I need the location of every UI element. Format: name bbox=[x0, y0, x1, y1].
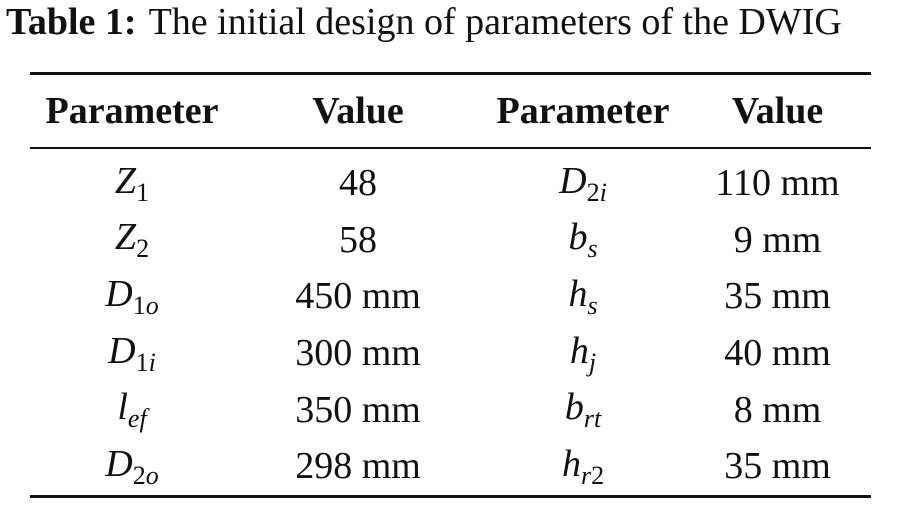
parameter-cell: D2o bbox=[30, 438, 234, 496]
symbol-subscript: s bbox=[587, 290, 598, 320]
value-cell: 40 mm bbox=[724, 332, 831, 375]
symbol-subscript: ef bbox=[127, 404, 147, 434]
table-row: D1i 300 mm hj 40 mm bbox=[30, 325, 871, 382]
table-row: Z1 48 D2i 110 mm bbox=[30, 148, 871, 212]
caption-text: The initial design of parameters of the … bbox=[148, 1, 842, 43]
symbol-subscript: rt bbox=[583, 404, 602, 434]
symbol-base: b bbox=[564, 386, 584, 429]
caption-label: Table 1: bbox=[6, 1, 137, 43]
symbol-base: h bbox=[561, 442, 581, 485]
header-row: Parameter Value Parameter Value bbox=[30, 73, 871, 148]
symbol-subscript: s bbox=[587, 234, 598, 264]
table-header: Parameter Value Parameter Value bbox=[30, 73, 871, 148]
parameter-cell: hr2 bbox=[482, 438, 684, 496]
table-body: Z1 48 D2i 110 mm Z2 58 bs 9 mm D1o 450 mm hs 35 mm D… bbox=[30, 148, 871, 497]
value-cell: 110 mm bbox=[715, 162, 840, 205]
parameter-cell: hj bbox=[482, 325, 684, 382]
header-cell: Value bbox=[731, 90, 824, 132]
parameter-cell: hs bbox=[482, 268, 684, 325]
value-cell: 8 mm bbox=[733, 388, 822, 431]
symbol-subscript: r2 bbox=[580, 460, 605, 490]
value-cell: 58 bbox=[339, 218, 377, 261]
value-cell: 450 mm bbox=[295, 275, 421, 318]
symbol-base: l bbox=[117, 386, 128, 429]
parameter-cell: Z1 bbox=[30, 148, 234, 212]
value-cell: 300 mm bbox=[295, 332, 421, 375]
parameter-cell: D2i bbox=[482, 148, 684, 212]
value-cell: 35 mm bbox=[724, 445, 831, 488]
symbol-subscript: j bbox=[588, 347, 597, 377]
symbol-base: D bbox=[105, 272, 133, 315]
parameter-cell: D1i bbox=[30, 325, 234, 382]
value-cell: 350 mm bbox=[295, 388, 421, 431]
table-row: D2o 298 mm hr2 35 mm bbox=[30, 438, 871, 497]
table-row: Z2 58 bs 9 mm bbox=[30, 212, 871, 269]
parameter-cell: D1o bbox=[30, 268, 234, 325]
symbol-subscript: 2i bbox=[586, 177, 607, 207]
value-cell: 35 mm bbox=[724, 275, 831, 318]
symbol-base: D bbox=[105, 442, 133, 485]
value-cell: 9 mm bbox=[733, 218, 822, 261]
symbol-base: D bbox=[559, 159, 587, 202]
parameter-cell: lef bbox=[30, 381, 234, 438]
parameter-cell: brt bbox=[482, 381, 684, 438]
symbol-base: D bbox=[108, 329, 136, 372]
symbol-subscript: 1o bbox=[132, 290, 159, 320]
table-caption: Table 1: The initial design of parameters… bbox=[6, 0, 842, 44]
header-cell: Parameter bbox=[496, 90, 670, 132]
header-cell: Parameter bbox=[45, 90, 219, 132]
symbol-subscript: 2 bbox=[136, 234, 150, 264]
parameter-cell: Z2 bbox=[30, 212, 234, 269]
symbol-subscript: 2o bbox=[132, 460, 159, 490]
parameter-cell: bs bbox=[482, 212, 684, 269]
value-cell: 48 bbox=[339, 162, 377, 205]
table-row: D1o 450 mm hs 35 mm bbox=[30, 268, 871, 325]
symbol-base: Z bbox=[114, 159, 137, 202]
symbol-base: h bbox=[569, 329, 589, 372]
parameter-table: Parameter Value Parameter Value Z1 48 D2i 110 … bbox=[30, 72, 871, 498]
symbol-subscript: 1i bbox=[135, 347, 156, 377]
symbol-base: h bbox=[568, 272, 588, 315]
value-cell: 298 mm bbox=[295, 445, 421, 488]
symbol-subscript: 1 bbox=[136, 177, 150, 207]
header-cell: Value bbox=[312, 90, 404, 132]
symbol-base: Z bbox=[114, 216, 137, 259]
symbol-base: b bbox=[568, 216, 588, 259]
table-row: lef 350 mm brt 8 mm bbox=[30, 381, 871, 438]
